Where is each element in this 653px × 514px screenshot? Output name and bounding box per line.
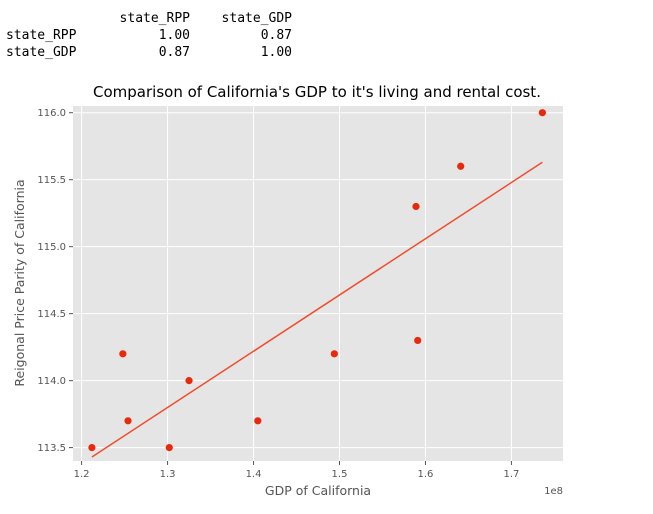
data-point xyxy=(165,444,173,452)
correlation-row-label: state_GDP xyxy=(6,45,77,60)
correlation-column-header: state_RPP xyxy=(119,11,190,26)
x-tick-label: 1.3 xyxy=(160,469,176,480)
correlation-table: state_RPP state_GDP state_RPP 1.00 0.87 … xyxy=(6,10,292,61)
data-point xyxy=(254,417,262,425)
correlation-row-label: state_RPP xyxy=(6,28,77,43)
data-point xyxy=(185,377,193,385)
correlation-column-header: state_GDP xyxy=(221,11,292,26)
regression-line xyxy=(91,161,543,458)
x-tick-label: 1.5 xyxy=(332,469,348,480)
y-axis-label: Reigonal Price Parity of California xyxy=(12,179,27,386)
x-tick-label: 1.2 xyxy=(74,469,90,480)
x-tick-label: 1.4 xyxy=(246,469,262,480)
y-tick-label: 115.0 xyxy=(37,242,66,253)
x-axis-offset-label: 1e8 xyxy=(544,486,563,497)
y-tick-label: 113.5 xyxy=(37,443,66,454)
data-point xyxy=(330,350,338,358)
data-point xyxy=(457,162,465,170)
y-tick-label: 115.5 xyxy=(37,175,66,186)
correlation-cell: 1.00 xyxy=(158,28,190,43)
chart-title: Comparison of California's GDP to it's l… xyxy=(93,83,541,101)
data-point xyxy=(412,202,420,211)
data-point xyxy=(88,444,96,452)
x-tick-label: 1.6 xyxy=(418,469,434,480)
correlation-cell: 0.87 xyxy=(260,28,292,43)
grid-lines xyxy=(73,106,563,461)
data-points xyxy=(88,109,546,452)
x-tick-label: 1.7 xyxy=(503,469,519,480)
y-tick-label: 114.0 xyxy=(37,376,66,387)
correlation-row: state_GDP 0.87 1.00 xyxy=(6,44,292,61)
data-point xyxy=(124,417,132,425)
y-tick-label: 114.5 xyxy=(37,309,66,320)
axis-ticks: 1.2 1.3 1.4 1.5 1.6 1.7 113.5 114.0 114.5 115.0 11… xyxy=(37,108,519,480)
correlation-cell: 0.87 xyxy=(158,45,190,60)
plot-area xyxy=(73,106,563,461)
y-tick-label: 116.0 xyxy=(37,108,66,119)
data-point xyxy=(414,336,422,345)
data-point xyxy=(119,350,127,358)
correlation-cell: 1.00 xyxy=(260,45,292,60)
x-axis-label: GDP of California xyxy=(265,483,371,498)
correlation-header-row: state_RPP state_GDP xyxy=(6,10,292,27)
data-point xyxy=(538,109,546,117)
correlation-row: state_RPP 1.00 0.87 xyxy=(6,27,292,44)
